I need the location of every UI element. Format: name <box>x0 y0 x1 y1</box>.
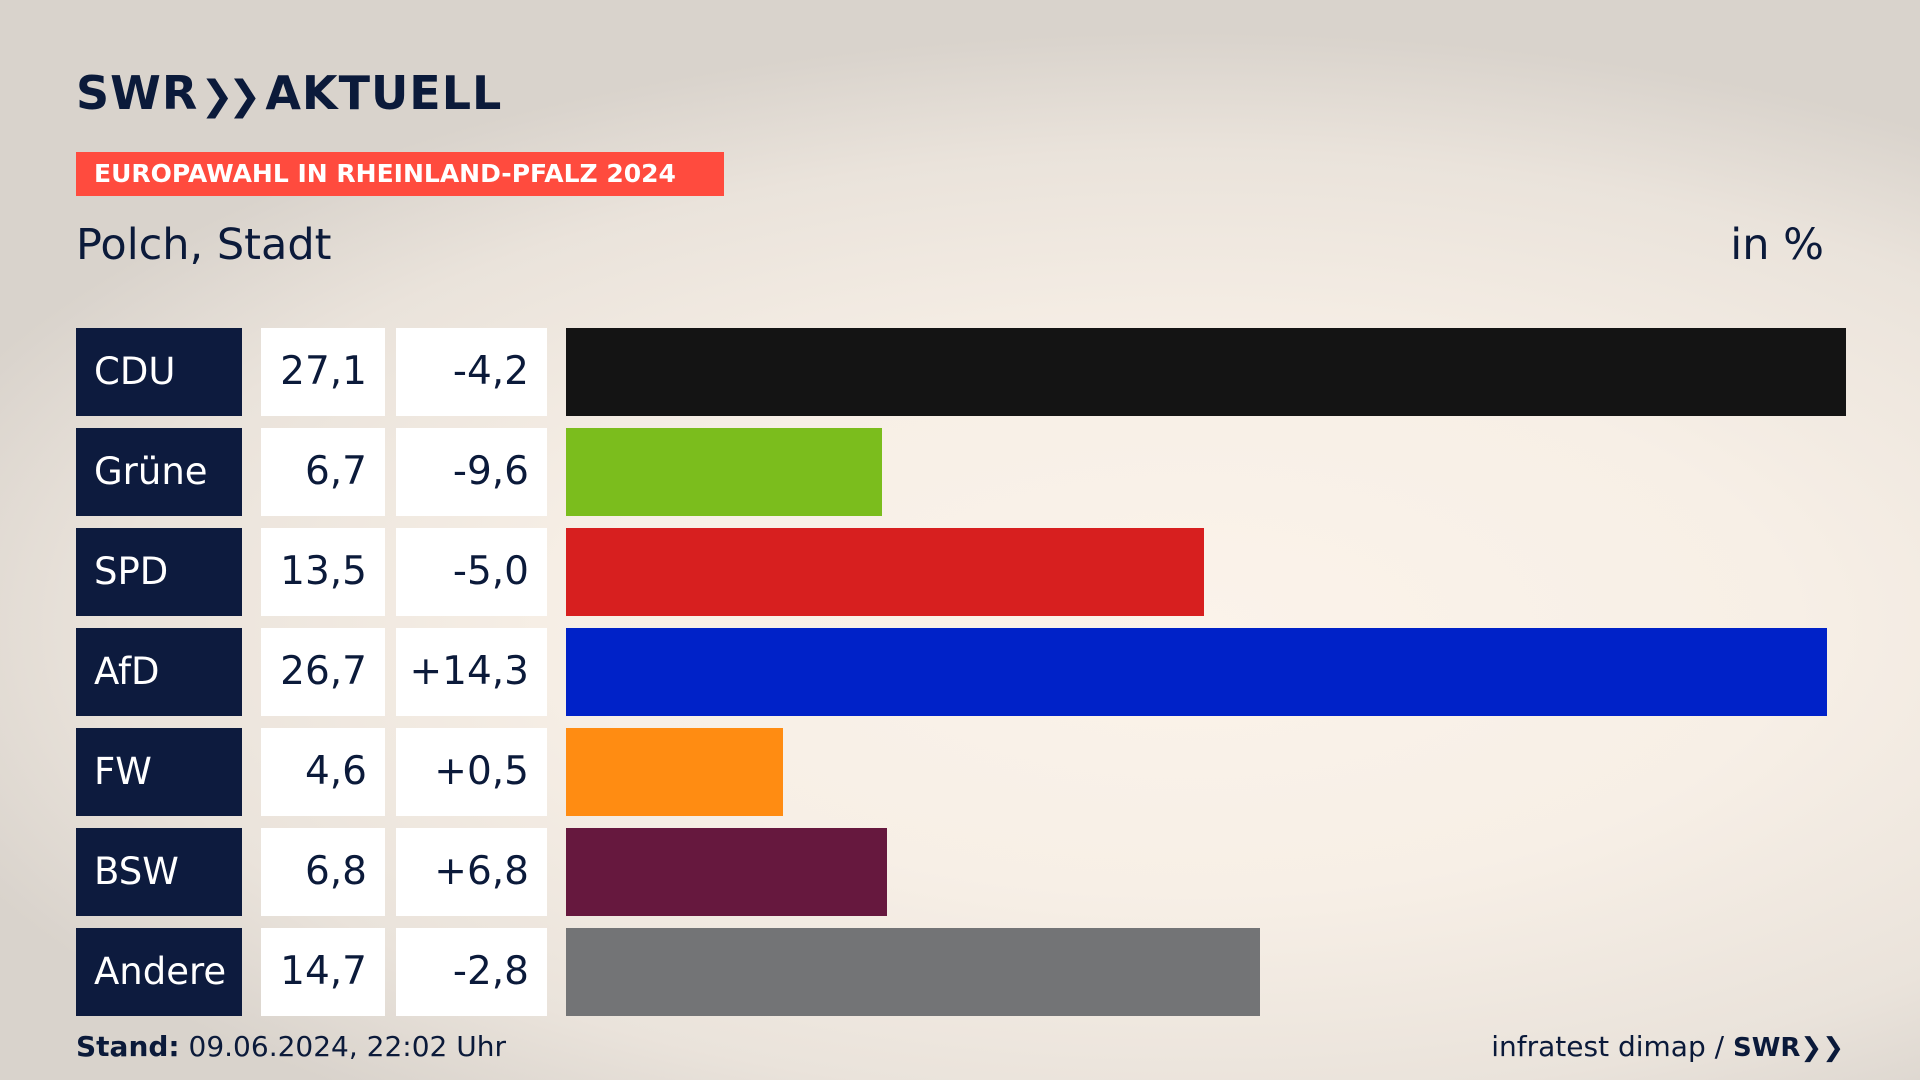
change-label: +6,8 <box>396 828 547 916</box>
change-label: -2,8 <box>396 928 547 1016</box>
election-banner: EUROPAWAHL IN RHEINLAND-PFALZ 2024 <box>76 152 724 196</box>
result-bar <box>566 428 882 516</box>
result-bar <box>566 528 1204 616</box>
timestamp: Stand: 09.06.2024, 22:02 Uhr <box>76 1030 506 1063</box>
party-label: FW <box>76 728 242 816</box>
party-label: BSW <box>76 828 242 916</box>
unit-label: in % <box>1730 220 1824 270</box>
result-bar <box>566 628 1827 716</box>
party-label: CDU <box>76 328 242 416</box>
result-bar <box>566 828 887 916</box>
logo-swr-text: SWR <box>76 66 199 120</box>
logo-aktuell-text: AKTUELL <box>265 66 503 120</box>
result-bar <box>566 928 1260 1016</box>
vote-share-label: 13,5 <box>261 528 385 616</box>
chart-subtitle: Polch, Stadt <box>76 220 332 270</box>
stand-value: 09.06.2024, 22:02 Uhr <box>188 1030 506 1063</box>
change-label: -4,2 <box>396 328 547 416</box>
vote-share-label: 27,1 <box>261 328 385 416</box>
chart-row: AfD 26,7 +14,3 <box>0 628 1920 716</box>
chart-row: CDU 27,1 -4,2 <box>0 328 1920 416</box>
result-bar <box>566 328 1846 416</box>
vote-share-label: 14,7 <box>261 928 385 1016</box>
double-chevron-icon: ❯❯ <box>1800 1033 1844 1063</box>
change-label: +0,5 <box>396 728 547 816</box>
party-label: Andere <box>76 928 242 1016</box>
source-logo: SWR❯❯ <box>1733 1033 1844 1063</box>
party-label: Grüne <box>76 428 242 516</box>
change-label: -9,6 <box>396 428 547 516</box>
source-text: infratest dimap / <box>1491 1030 1725 1063</box>
party-label: SPD <box>76 528 242 616</box>
swr-aktuell-logo: SWR❯❯ AKTUELL <box>76 66 502 120</box>
chart-row: BSW 6,8 +6,8 <box>0 828 1920 916</box>
chart-row: Andere 14,7 -2,8 <box>0 928 1920 1016</box>
double-chevron-icon: ❯❯ <box>200 73 261 119</box>
source-logo-text: SWR <box>1732 1033 1801 1063</box>
vote-share-label: 4,6 <box>261 728 385 816</box>
chart-row: Grüne 6,7 -9,6 <box>0 428 1920 516</box>
result-bar <box>566 728 783 816</box>
source-credit: infratest dimap / SWR❯❯ <box>1491 1030 1844 1063</box>
change-label: +14,3 <box>396 628 547 716</box>
vote-share-label: 6,8 <box>261 828 385 916</box>
change-label: -5,0 <box>396 528 547 616</box>
chart-row: SPD 13,5 -5,0 <box>0 528 1920 616</box>
stand-label: Stand: <box>76 1030 180 1063</box>
party-label: AfD <box>76 628 242 716</box>
vote-share-label: 6,7 <box>261 428 385 516</box>
chart-row: FW 4,6 +0,5 <box>0 728 1920 816</box>
vote-share-label: 26,7 <box>261 628 385 716</box>
